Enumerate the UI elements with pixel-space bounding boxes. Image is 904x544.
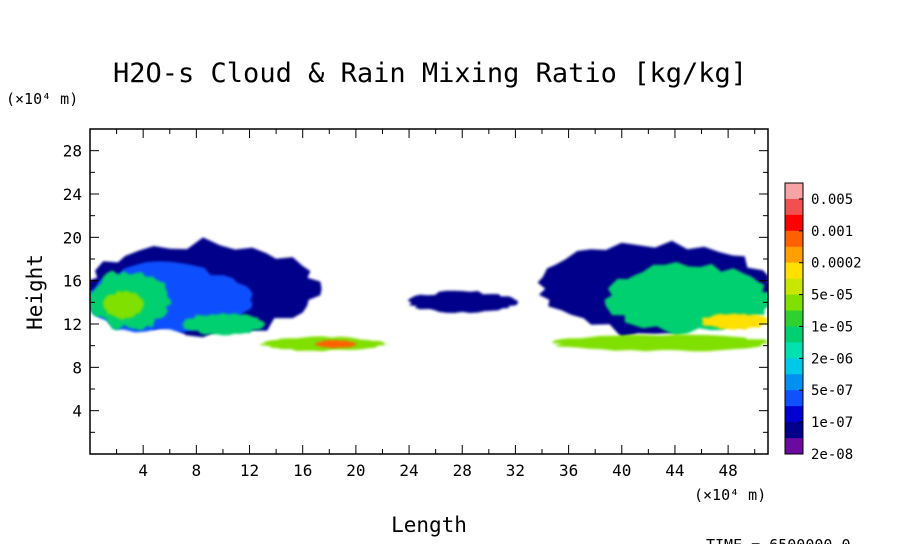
- x-tick-label: 20: [346, 461, 365, 480]
- plot-frame: [89, 128, 769, 455]
- x-tick-label: 8: [192, 461, 202, 480]
- colorbar-swatch: [785, 230, 803, 248]
- x-tick-label: 28: [453, 461, 472, 480]
- colorbar-swatch: [785, 214, 803, 232]
- x-tick-label: 4: [138, 461, 148, 480]
- y-tick-label: 28: [63, 142, 82, 161]
- x-axis-label: Length: [391, 513, 467, 537]
- colorbar-swatch: [785, 326, 803, 343]
- colorbar-label: 2e-06: [811, 351, 853, 367]
- x-tick-label: 44: [665, 461, 684, 480]
- x-tick-label: 48: [718, 461, 737, 480]
- colorbar-swatch: [785, 294, 803, 312]
- field-region: [315, 339, 357, 349]
- colorbar-swatch: [785, 422, 803, 439]
- x-tick-label: 36: [559, 461, 578, 480]
- field-region: [102, 290, 145, 320]
- colorbar-swatch: [785, 358, 803, 375]
- colorbar-swatch: [785, 342, 803, 359]
- y-tick-label: 16: [63, 272, 82, 291]
- colorbar-swatch: [785, 406, 803, 423]
- colorbar-swatch: [785, 310, 803, 327]
- colorbar-swatch: [785, 183, 803, 200]
- colorbar-swatch: [785, 278, 803, 296]
- colorbar-label: 0.005: [811, 192, 853, 208]
- x-tick-label: 12: [240, 461, 259, 480]
- y-tick-label: 24: [63, 185, 82, 204]
- colorbar-label: 1e-07: [811, 415, 853, 431]
- time-label: TIME = 6500000.0: [706, 536, 851, 544]
- y-axis-label: Height: [23, 254, 47, 330]
- field-region: [551, 334, 768, 352]
- colorbar-label: 5e-05: [811, 288, 853, 304]
- colorbar-label: 2e-08: [811, 447, 853, 463]
- chart-title: H2O-s Cloud & Rain Mixing Ratio [kg/kg]: [113, 58, 747, 89]
- x-unit-label: (×10⁴ m): [694, 486, 766, 504]
- x-tick-label: 32: [506, 461, 525, 480]
- colorbar-label: 0.0002: [811, 256, 862, 272]
- y-unit-label: (×10⁴ m): [6, 90, 78, 108]
- y-tick-label: 20: [63, 228, 82, 247]
- colorbar-label: 0.001: [811, 224, 853, 240]
- x-tick-label: 24: [399, 461, 418, 480]
- colorbar-swatch: [785, 390, 803, 407]
- field-region: [407, 290, 519, 313]
- y-axis: 4 8 12 16 20 24 28: [63, 128, 768, 455]
- x-axis: 4 8 12 16 20 24 28 32 36 40 44 48: [89, 129, 756, 480]
- colorbar-frame: [784, 182, 804, 455]
- y-tick-label: 12: [63, 315, 82, 334]
- field-region: [701, 313, 768, 330]
- y-tick-label: 4: [72, 402, 82, 421]
- y-tick-label: 8: [72, 358, 82, 377]
- colorbar-label: 5e-07: [811, 383, 853, 399]
- colorbar-swatch: [785, 438, 803, 455]
- colorbar-swatch: [785, 246, 803, 264]
- colorbar-swatch: [785, 374, 803, 391]
- mixing-ratio-field: [90, 237, 768, 352]
- colorbar-swatch: [785, 262, 803, 280]
- field-region: [181, 313, 265, 336]
- x-tick-label: 40: [612, 461, 631, 480]
- colorbar: 0.005 0.001 0.0002 5e-05 1e-05 2e-06 5e-07 1e-0…: [784, 182, 862, 463]
- colorbar-label: 1e-05: [811, 319, 853, 335]
- colorbar-swatch: [785, 198, 803, 216]
- x-tick-label: 16: [293, 461, 312, 480]
